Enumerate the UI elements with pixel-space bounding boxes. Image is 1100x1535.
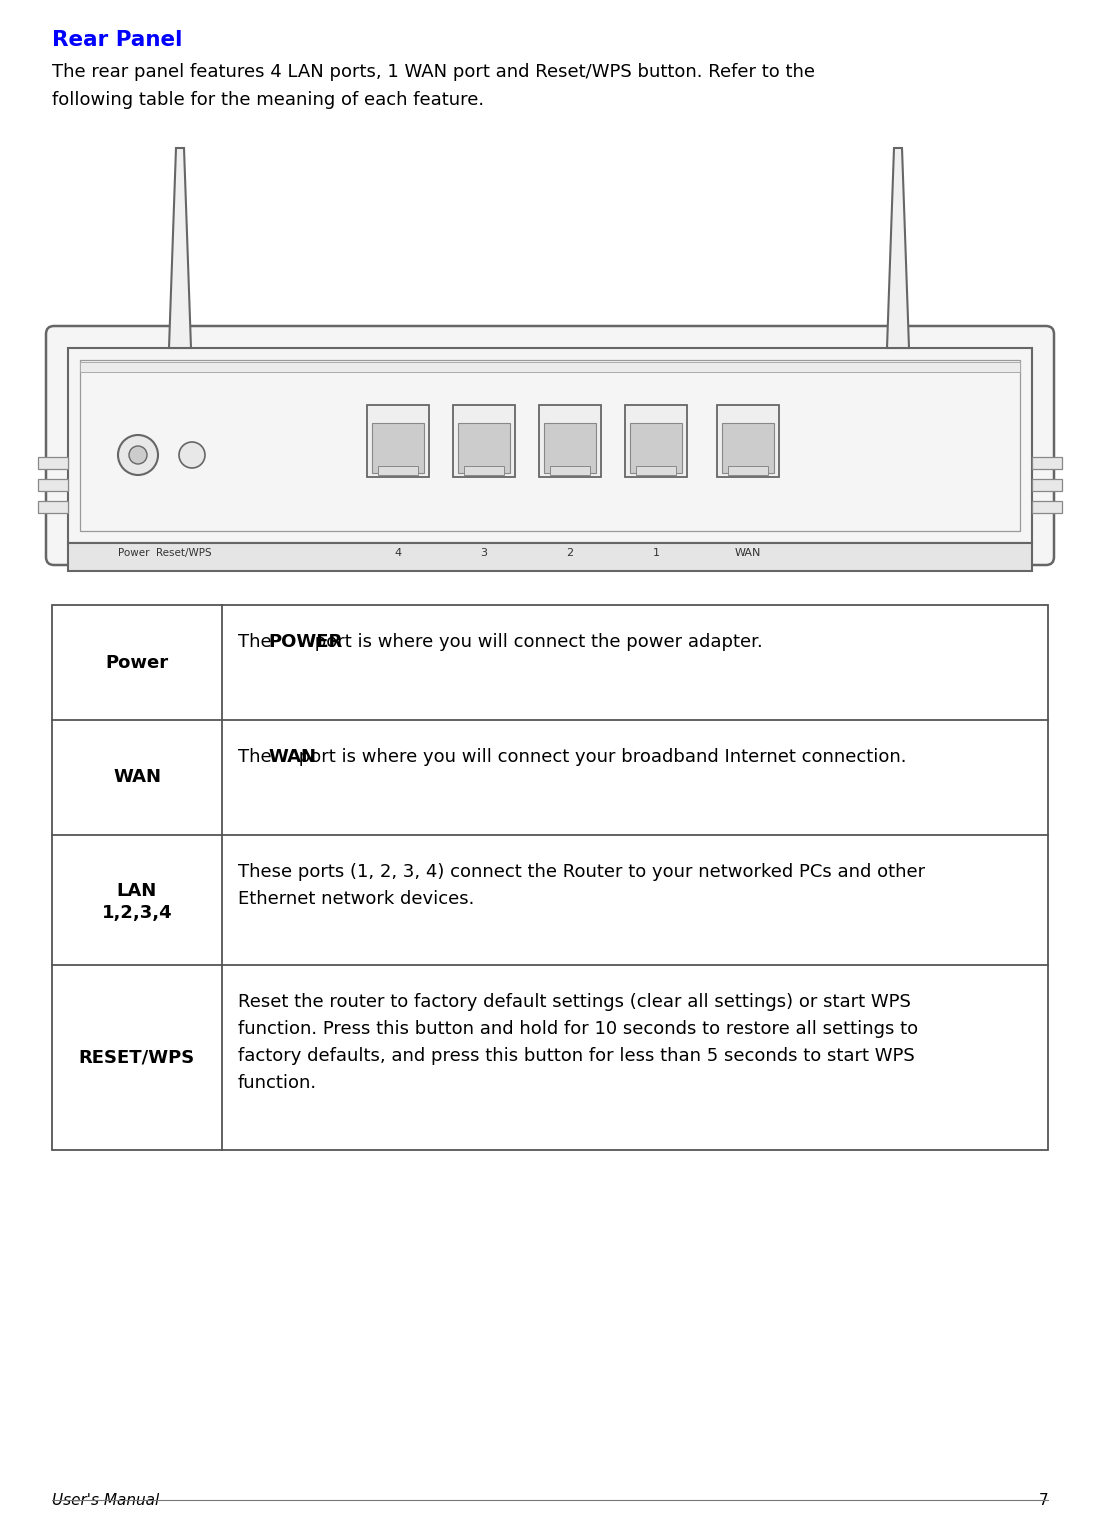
Bar [52, 605, 1048, 1150]
Text: Power  Reset/WPS: Power Reset/WPS [118, 548, 212, 559]
Bar [464, 467, 504, 474]
Text: 1: 1 [652, 548, 660, 559]
Bar [550, 467, 590, 474]
Text: WAN: WAN [113, 769, 161, 786]
Bar [636, 467, 676, 474]
Bar [367, 405, 429, 477]
Circle shape [118, 434, 158, 474]
Text: 2: 2 [566, 548, 573, 559]
Bar [453, 405, 515, 477]
Bar [722, 424, 774, 473]
Bar [68, 543, 1032, 571]
Circle shape [129, 447, 147, 464]
Text: The rear panel features 4 LAN ports, 1 WAN port and Reset/WPS button. Refer to t: The rear panel features 4 LAN ports, 1 W… [52, 63, 815, 81]
Text: port is where you will connect the power adapter.: port is where you will connect the power… [309, 632, 762, 651]
Bar [1032, 479, 1062, 491]
Bar [539, 405, 601, 477]
Text: following table for the meaning of each feature.: following table for the meaning of each … [52, 91, 484, 109]
Bar [625, 405, 688, 477]
Text: The: The [238, 632, 277, 651]
Bar [39, 500, 68, 513]
Bar [68, 348, 1032, 543]
Text: 1,2,3,4: 1,2,3,4 [101, 904, 173, 923]
Text: LAN: LAN [117, 883, 157, 900]
Text: Reset the router to factory default settings (clear all settings) or start WPS
f: Reset the router to factory default sett… [238, 993, 918, 1093]
Text: POWER: POWER [268, 632, 343, 651]
Bar [80, 362, 1020, 371]
Text: 7: 7 [1038, 1494, 1048, 1507]
Polygon shape [169, 147, 191, 348]
Bar [39, 479, 68, 491]
Text: WAN: WAN [735, 548, 761, 559]
Text: These ports (1, 2, 3, 4) connect the Router to your networked PCs and other
Ethe: These ports (1, 2, 3, 4) connect the Rou… [238, 863, 925, 909]
Text: 3: 3 [481, 548, 487, 559]
Text: User's Manual: User's Manual [52, 1494, 160, 1507]
Bar [630, 424, 682, 473]
Bar [717, 405, 779, 477]
Polygon shape [887, 147, 909, 348]
Bar [80, 361, 1020, 531]
Bar [1032, 500, 1062, 513]
Bar [458, 424, 510, 473]
Bar [372, 424, 424, 473]
FancyBboxPatch shape [46, 325, 1054, 565]
Text: Power: Power [106, 654, 168, 671]
Text: RESET/WPS: RESET/WPS [79, 1048, 195, 1067]
Bar [1032, 457, 1062, 470]
Text: WAN: WAN [268, 748, 317, 766]
Circle shape [179, 442, 205, 468]
Text: 4: 4 [395, 548, 402, 559]
Bar [728, 467, 768, 474]
Text: port is where you will connect your broadband Internet connection.: port is where you will connect your broa… [293, 748, 906, 766]
Text: Rear Panel: Rear Panel [52, 31, 183, 51]
Text: The: The [238, 748, 277, 766]
Bar [378, 467, 418, 474]
Bar [39, 457, 68, 470]
Bar [544, 424, 596, 473]
